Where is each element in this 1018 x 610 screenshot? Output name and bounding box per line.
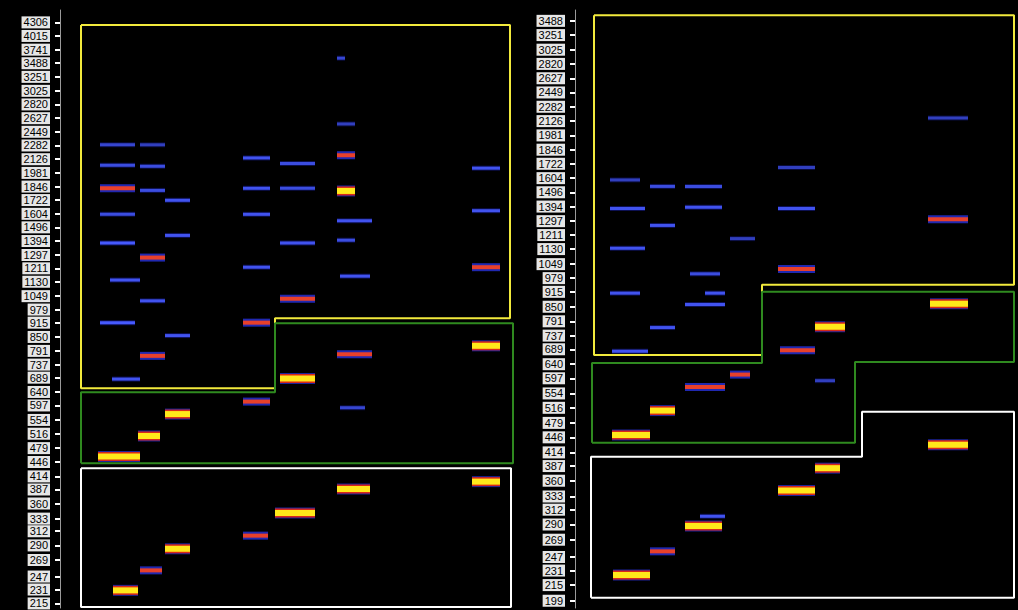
svg-text:640: 640: [30, 386, 48, 398]
svg-text:1496: 1496: [539, 186, 563, 198]
svg-text:1981: 1981: [24, 167, 48, 179]
svg-text:269: 269: [30, 554, 48, 566]
svg-text:333: 333: [545, 490, 563, 502]
svg-text:446: 446: [545, 431, 563, 443]
svg-text:3025: 3025: [539, 44, 563, 56]
svg-text:737: 737: [545, 330, 563, 342]
svg-text:1394: 1394: [539, 201, 563, 213]
svg-text:516: 516: [545, 402, 563, 414]
svg-text:312: 312: [30, 525, 48, 537]
svg-text:414: 414: [545, 446, 563, 458]
svg-text:1394: 1394: [24, 235, 48, 247]
svg-text:333: 333: [30, 513, 48, 525]
svg-text:689: 689: [545, 343, 563, 355]
svg-text:269: 269: [545, 534, 563, 546]
svg-text:247: 247: [30, 571, 48, 583]
svg-text:689: 689: [30, 372, 48, 384]
svg-text:1846: 1846: [539, 144, 563, 156]
svg-text:3251: 3251: [24, 71, 48, 83]
svg-text:1211: 1211: [539, 229, 563, 241]
svg-text:387: 387: [545, 460, 563, 472]
svg-text:479: 479: [545, 417, 563, 429]
svg-text:446: 446: [30, 456, 48, 468]
svg-text:915: 915: [30, 317, 48, 329]
svg-text:1604: 1604: [24, 208, 48, 220]
svg-text:1130: 1130: [24, 276, 48, 288]
svg-text:791: 791: [30, 345, 48, 357]
svg-text:1496: 1496: [24, 221, 48, 233]
svg-text:3741: 3741: [24, 44, 48, 56]
svg-text:850: 850: [545, 301, 563, 313]
svg-text:850: 850: [30, 331, 48, 343]
svg-text:1604: 1604: [539, 172, 563, 184]
svg-text:3025: 3025: [24, 85, 48, 97]
svg-text:3488: 3488: [539, 15, 563, 27]
svg-text:312: 312: [545, 504, 563, 516]
svg-text:4015: 4015: [24, 30, 48, 42]
svg-text:1846: 1846: [24, 181, 48, 193]
svg-text:737: 737: [30, 359, 48, 371]
svg-text:1049: 1049: [539, 258, 563, 270]
svg-text:979: 979: [30, 304, 48, 316]
svg-text:554: 554: [30, 414, 48, 426]
svg-text:3488: 3488: [24, 57, 48, 69]
svg-text:2449: 2449: [24, 126, 48, 138]
svg-text:1722: 1722: [24, 194, 48, 206]
svg-text:2449: 2449: [539, 86, 563, 98]
svg-text:516: 516: [30, 428, 48, 440]
svg-text:2282: 2282: [539, 101, 563, 113]
svg-text:1049: 1049: [24, 290, 48, 302]
svg-text:915: 915: [545, 286, 563, 298]
svg-text:2820: 2820: [539, 58, 563, 70]
svg-text:387: 387: [30, 483, 48, 495]
svg-text:2627: 2627: [539, 72, 563, 84]
svg-text:360: 360: [30, 498, 48, 510]
svg-text:2820: 2820: [24, 98, 48, 110]
svg-text:231: 231: [545, 565, 563, 577]
svg-text:1130: 1130: [539, 243, 563, 255]
svg-text:2126: 2126: [24, 153, 48, 165]
svg-text:4306: 4306: [24, 16, 48, 28]
svg-text:215: 215: [30, 597, 48, 609]
svg-text:479: 479: [30, 442, 48, 454]
svg-text:290: 290: [30, 539, 48, 551]
svg-text:1981: 1981: [539, 129, 563, 141]
svg-text:597: 597: [545, 372, 563, 384]
svg-text:3251: 3251: [539, 29, 563, 41]
svg-text:640: 640: [545, 358, 563, 370]
svg-text:414: 414: [30, 470, 48, 482]
svg-text:1297: 1297: [539, 215, 563, 227]
svg-text:247: 247: [545, 551, 563, 563]
svg-text:360: 360: [545, 475, 563, 487]
svg-text:290: 290: [545, 518, 563, 530]
svg-text:554: 554: [545, 387, 563, 399]
svg-text:231: 231: [30, 584, 48, 596]
svg-text:979: 979: [545, 272, 563, 284]
svg-text:215: 215: [545, 579, 563, 591]
svg-text:199: 199: [545, 595, 563, 607]
svg-text:791: 791: [545, 315, 563, 327]
svg-text:1211: 1211: [24, 262, 48, 274]
svg-text:1722: 1722: [539, 158, 563, 170]
svg-text:2282: 2282: [24, 139, 48, 151]
svg-text:597: 597: [30, 399, 48, 411]
svg-text:2627: 2627: [24, 112, 48, 124]
svg-text:1297: 1297: [24, 249, 48, 261]
svg-text:2126: 2126: [539, 115, 563, 127]
